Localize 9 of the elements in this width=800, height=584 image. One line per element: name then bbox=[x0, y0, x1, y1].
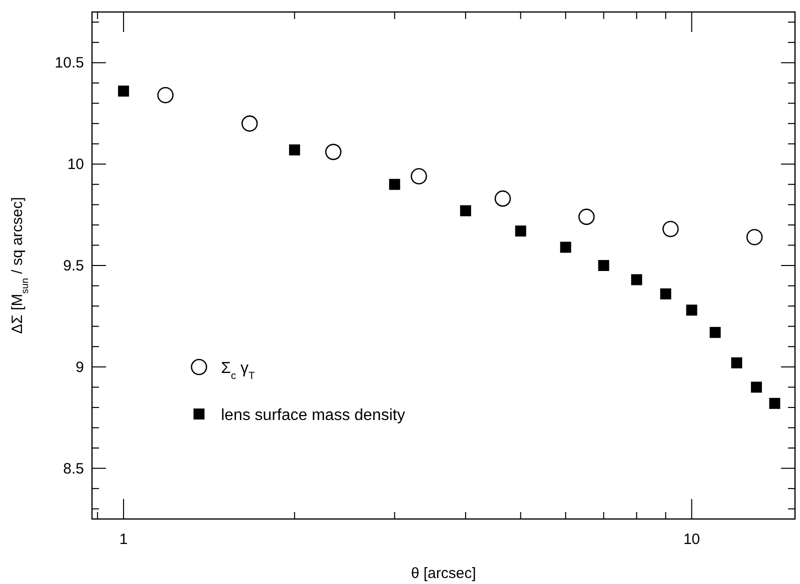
y-tick-label: 8.5 bbox=[63, 460, 84, 478]
legend-label: Σ$_{c}$ γ$_{T}$ bbox=[221, 360, 256, 382]
y-tick-label: 10.5 bbox=[54, 54, 84, 72]
y-tick-label: 10 bbox=[67, 156, 84, 174]
x-axis-title: θ [arcsec] bbox=[410, 565, 476, 582]
y-tick-label: 9 bbox=[76, 358, 84, 376]
x-tick-label: 1 bbox=[119, 531, 128, 548]
y-tick-label: 9.5 bbox=[63, 258, 84, 274]
legend-label: lens surface mass density bbox=[221, 407, 406, 424]
